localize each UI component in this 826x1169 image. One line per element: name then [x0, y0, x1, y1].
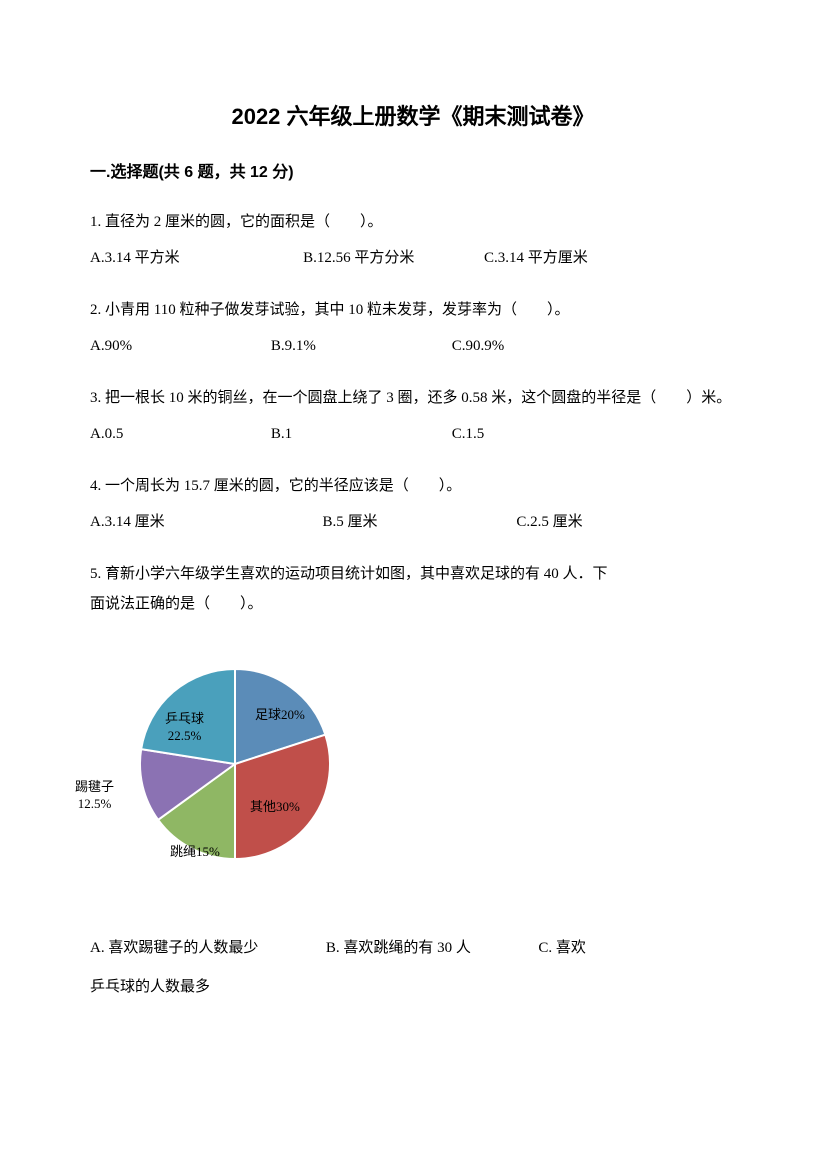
pie-label: 足球20%	[255, 707, 305, 724]
question-text: 2. 小青用 110 粒种子做发芽试验，其中 10 粒未发芽，发芽率为（ ）。	[90, 295, 736, 325]
option-c: C.3.14 平方厘米	[484, 243, 729, 273]
question-5: 5. 育新小学六年级学生喜欢的运动项目统计如图，其中喜欢足球的有 40 人．下 …	[90, 559, 736, 1007]
question-text-line2: 面说法正确的是（ ）。	[90, 589, 736, 619]
question-4: 4. 一个周长为 15.7 厘米的圆，它的半径应该是（ ）。 A.3.14 厘米…	[90, 471, 736, 537]
question-2: 2. 小青用 110 粒种子做发芽试验，其中 10 粒未发芽，发芽率为（ ）。 …	[90, 295, 736, 361]
question-text: 4. 一个周长为 15.7 厘米的圆，它的半径应该是（ ）。	[90, 471, 736, 501]
option-b: B. 喜欢跳绳的有 30 人	[326, 940, 471, 956]
pie-label: 乒乓球22.5%	[165, 711, 204, 745]
question-3: 3. 把一根长 10 米的铜丝，在一个圆盘上绕了 3 圈，还多 0.58 米，这…	[90, 383, 736, 449]
option-a: A.0.5	[90, 419, 271, 449]
pie-label: 跳绳15%	[170, 844, 220, 861]
question-text-line1: 5. 育新小学六年级学生喜欢的运动项目统计如图，其中喜欢足球的有 40 人．下	[90, 559, 736, 589]
option-c-part2: 乒乓球的人数最多	[90, 979, 210, 995]
option-c: C.2.5 厘米	[516, 507, 729, 537]
options-row: A.90% B.9.1% C.90.9%	[90, 331, 736, 361]
section-header: 一.选择题(共 6 题，共 12 分)	[90, 161, 736, 185]
option-c-part1: C. 喜欢	[538, 940, 586, 956]
options-row: A.3.14 厘米 B.5 厘米 C.2.5 厘米	[90, 507, 736, 537]
option-c: C.90.9%	[452, 331, 633, 361]
option-c: C.1.5	[452, 419, 633, 449]
pie-label: 踢毽子12.5%	[75, 779, 114, 813]
option-a: A.3.14 平方米	[90, 243, 303, 273]
option-b: B.1	[271, 419, 452, 449]
options-row: A.3.14 平方米 B.12.56 平方分米 C.3.14 平方厘米	[90, 243, 736, 273]
option-a: A. 喜欢踢毽子的人数最少	[90, 940, 258, 956]
option-b: B.5 厘米	[323, 507, 517, 537]
question-1: 1. 直径为 2 厘米的圆，它的面积是（ ）。 A.3.14 平方米 B.12.…	[90, 207, 736, 273]
option-a: A.90%	[90, 331, 271, 361]
options-row: A.0.5 B.1 C.1.5	[90, 419, 736, 449]
option-b: B.9.1%	[271, 331, 452, 361]
options-wrap: A. 喜欢踢毽子的人数最少 B. 喜欢跳绳的有 30 人 C. 喜欢 乒乓球的人…	[90, 929, 736, 1007]
pie-label: 其他30%	[250, 799, 300, 816]
option-a: A.3.14 厘米	[90, 507, 323, 537]
pie-svg	[130, 659, 340, 869]
page-title: 2022 六年级上册数学《期末测试卷》	[90, 100, 736, 133]
question-text: 1. 直径为 2 厘米的圆，它的面积是（ ）。	[90, 207, 736, 237]
question-text: 3. 把一根长 10 米的铜丝，在一个圆盘上绕了 3 圈，还多 0.58 米，这…	[90, 383, 736, 413]
pie-chart: 足球20% 其他30% 跳绳15% 踢毽子12.5% 乒乓球22.5%	[70, 639, 390, 899]
option-b: B.12.56 平方分米	[303, 243, 484, 273]
